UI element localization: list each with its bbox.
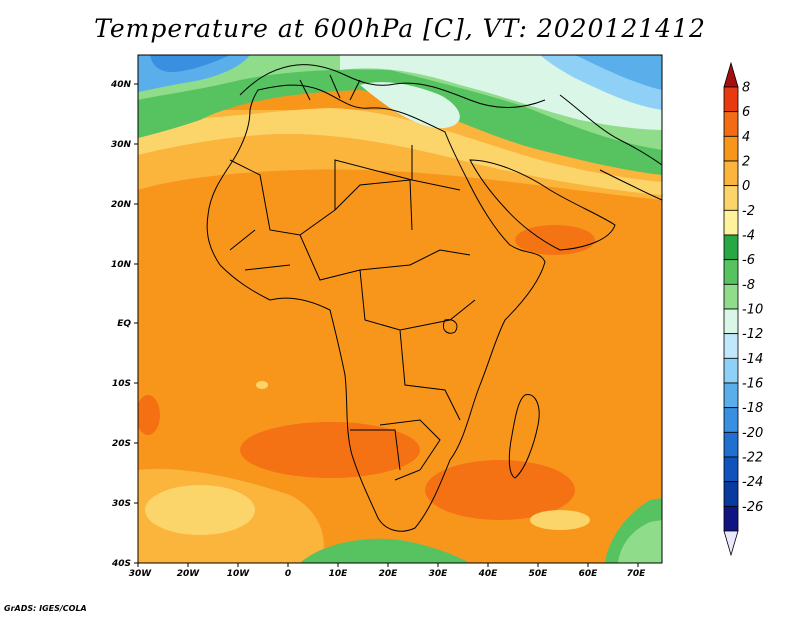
africa-coast <box>206 84 546 532</box>
field-warm-southeast <box>425 460 575 520</box>
colorbar-label: -10 <box>742 303 763 318</box>
field-darkblue-nw <box>150 55 230 73</box>
field-warm-horn <box>515 225 595 255</box>
colorbar-swatch <box>723 283 739 310</box>
map-frame <box>137 54 663 564</box>
colorbar-label: -16 <box>742 377 763 392</box>
field-pale-patch-1 <box>530 510 590 530</box>
lon-label: 20E <box>379 569 399 579</box>
field-green-south <box>300 538 470 563</box>
lat-label: 30S <box>112 499 131 509</box>
colorbar-swatch <box>723 259 739 285</box>
lon-label: 30W <box>129 569 153 579</box>
lon-label: 10W <box>227 569 251 579</box>
colorbar-label: -4 <box>742 229 755 244</box>
india-coast <box>599 169 662 201</box>
lon-axis: 30W 20W 10W 0 10E 20E 30E 40E 50E 60E 70… <box>129 563 646 579</box>
colorbar-top-triangle <box>723 61 739 88</box>
field-warm-west <box>138 395 160 435</box>
europe-coast <box>239 64 546 108</box>
lat-label: 20N <box>111 200 132 210</box>
colorbar-label: -6 <box>742 253 755 268</box>
colorbar-label: -14 <box>742 352 763 367</box>
colorbar-swatch <box>723 456 739 483</box>
chart-title: Temperature at 600hPa [C], VT: 202012141… <box>94 14 706 43</box>
field-blue-ne-inner <box>575 55 662 90</box>
lat-label: 10S <box>112 379 131 389</box>
field-pale-patch-2 <box>256 381 268 389</box>
lon-label: 10E <box>329 569 349 579</box>
colorbar-swatch <box>723 431 739 458</box>
europe-peninsulas <box>299 74 361 101</box>
colorbar-label: 6 <box>742 105 750 120</box>
colorbar-label: -24 <box>742 475 763 490</box>
colorbar-swatch <box>723 357 739 384</box>
field-paleyellow-southwest <box>145 485 255 535</box>
colorbar-label: -20 <box>742 426 763 441</box>
asia-coast <box>559 94 662 166</box>
lake-victoria <box>442 319 458 334</box>
field-pale-band <box>138 108 662 195</box>
colorbar-swatch <box>723 111 739 137</box>
colorbar-label: -12 <box>742 327 763 342</box>
country-borders <box>229 145 476 481</box>
field-lightgreen-southeast <box>618 520 662 563</box>
credit-text: GrADS: IGES/COLA <box>4 604 87 613</box>
colorbar-swatch <box>723 505 739 532</box>
madagascar-coast <box>508 394 540 479</box>
temperature-field <box>138 55 662 563</box>
lon-label: 30E <box>429 569 449 579</box>
lat-label: 20S <box>112 439 131 449</box>
colorbar: 8 6 4 2 0 -2 -4 -6 -8 -10 -12 -14 -16 -18 -20 -22 -24 -26 <box>723 61 763 557</box>
lat-label: 40N <box>110 80 132 90</box>
lon-label: 50E <box>529 569 549 579</box>
colorbar-label: -22 <box>742 451 763 466</box>
colorbar-label: 2 <box>742 155 750 170</box>
colorbar-label: -26 <box>742 500 763 515</box>
field-cyan-med <box>360 82 460 129</box>
colorbar-swatch <box>723 308 739 335</box>
colorbar-label: 8 <box>742 81 750 96</box>
colorbar-label: -2 <box>742 204 755 219</box>
colorbar-swatch <box>723 185 739 211</box>
colorbar-swatch <box>723 160 739 187</box>
field-warm-southwest <box>240 422 420 478</box>
lat-label: 40S <box>111 559 131 569</box>
lon-label: 60E <box>579 569 599 579</box>
lat-label: EQ <box>117 319 131 329</box>
colorbar-swatch <box>723 407 739 433</box>
coastlines <box>206 64 662 532</box>
lon-label: 0 <box>285 569 291 579</box>
colorbar-swatch <box>723 382 739 409</box>
lon-label: 40E <box>478 569 499 579</box>
colorbar-label: 4 <box>742 130 750 145</box>
lat-label: 30N <box>111 140 132 150</box>
colorbar-swatch <box>723 135 739 162</box>
lat-axis: 40N 30N 20N 10N EQ 10S 20S 30S 40S <box>110 80 138 569</box>
lon-label: 70E <box>627 569 647 579</box>
lon-label: 20W <box>177 569 201 579</box>
colorbar-label: 0 <box>742 179 750 194</box>
lat-label: 10N <box>111 260 132 270</box>
colorbar-swatch <box>723 333 739 359</box>
colorbar-swatch <box>723 234 739 261</box>
colorbar-swatch <box>723 86 739 113</box>
colorbar-label: -8 <box>742 278 755 293</box>
arabia-coast <box>469 159 616 251</box>
colorbar-bottom-triangle <box>723 530 739 557</box>
colorbar-label: -18 <box>742 401 763 416</box>
colorbar-swatch <box>723 481 739 507</box>
colorbar-swatch <box>723 209 739 236</box>
